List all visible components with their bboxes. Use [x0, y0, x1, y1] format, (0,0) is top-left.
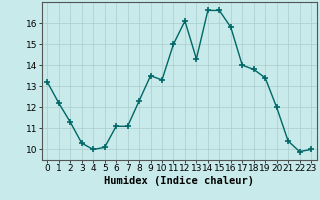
X-axis label: Humidex (Indice chaleur): Humidex (Indice chaleur) — [104, 176, 254, 186]
